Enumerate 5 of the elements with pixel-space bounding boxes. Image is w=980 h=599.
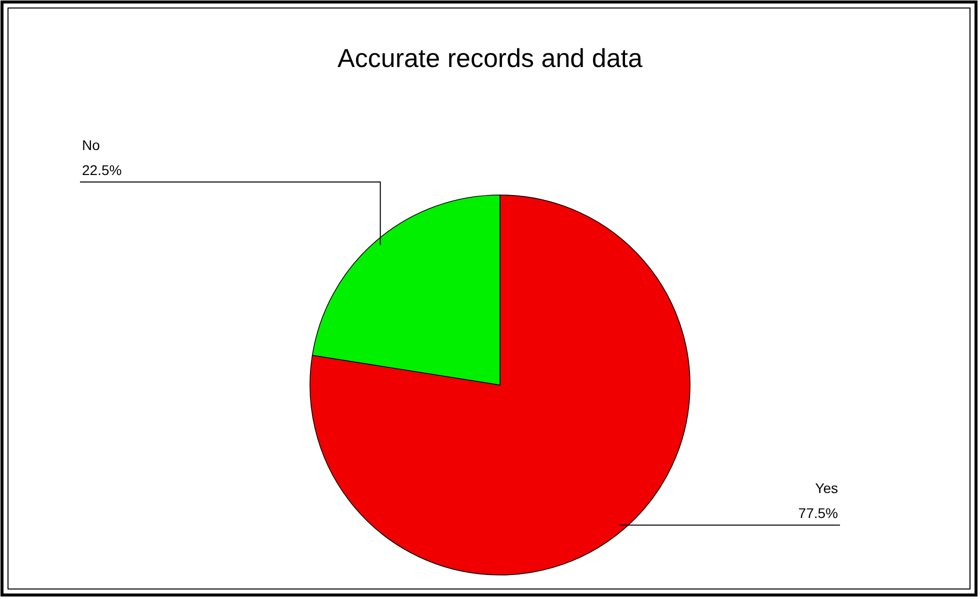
slice-label: Yes xyxy=(815,480,838,496)
slice-label: No xyxy=(82,137,100,153)
chart-title: Accurate records and data xyxy=(338,43,644,73)
data-label: 22.5% xyxy=(82,162,122,178)
data-label: 77.5% xyxy=(798,505,838,522)
